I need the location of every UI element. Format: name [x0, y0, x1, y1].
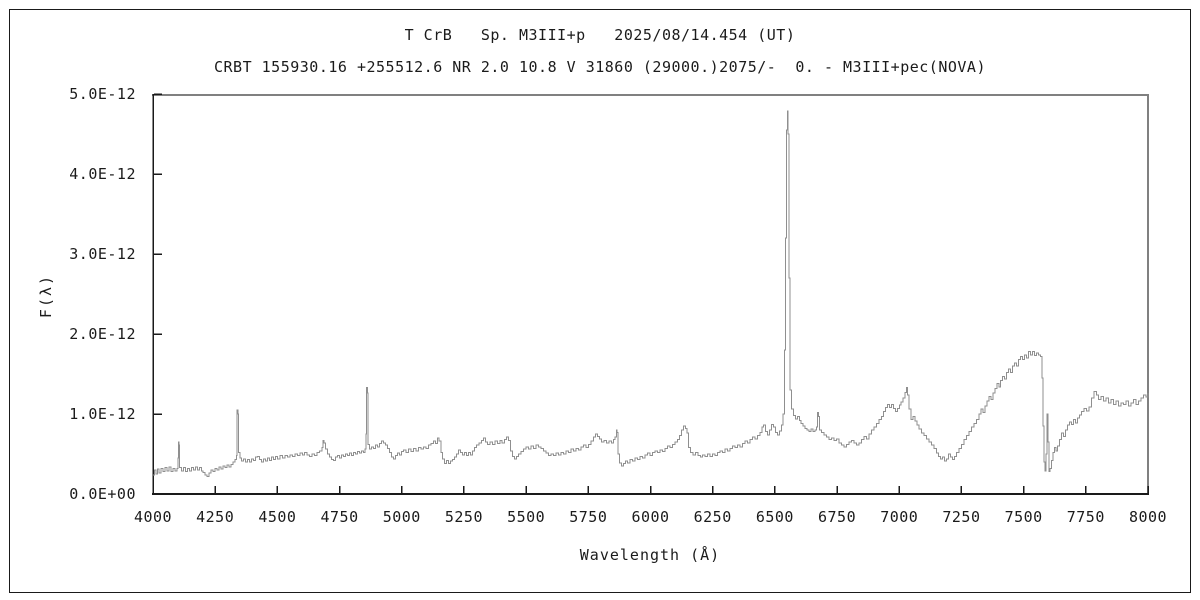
x-tick-label: 4500 — [258, 508, 297, 526]
y-tick-label: 0.0E+00 — [69, 485, 136, 503]
x-tick-label: 7250 — [942, 508, 981, 526]
x-tick-label: 6250 — [693, 508, 732, 526]
x-tick-label: 4250 — [196, 508, 235, 526]
y-tick-label: 3.0E-12 — [69, 245, 136, 263]
y-tick-label: 1.0E-12 — [69, 405, 136, 423]
x-tick-label: 7000 — [880, 508, 919, 526]
x-tick-label: 8000 — [1128, 508, 1168, 526]
x-tick-label: 5250 — [444, 508, 483, 526]
spectrum-line — [153, 110, 1149, 477]
x-tick-label: 5500 — [507, 508, 546, 526]
chart-subtitle: CRBT 155930.16 +255512.6 NR 2.0 10.8 V 3… — [214, 58, 986, 76]
x-tick-label: 4000 — [133, 508, 173, 526]
y-tick-label: 5.0E-12 — [69, 85, 136, 103]
x-tick-label: 7750 — [1066, 508, 1105, 526]
x-tick-label: 6000 — [631, 508, 670, 526]
x-tick-label: 5750 — [569, 508, 608, 526]
y-tick-label: 2.0E-12 — [69, 325, 136, 343]
chart-title: T CrB Sp. M3III+p 2025/08/14.454 (UT) — [404, 26, 796, 44]
y-axis-title: F(λ) — [37, 273, 55, 319]
x-tick-label: 5000 — [382, 508, 421, 526]
x-tick-label: 6750 — [818, 508, 857, 526]
x-axis-title: Wavelength (Å) — [579, 546, 721, 564]
y-tick-label: 4.0E-12 — [69, 165, 136, 183]
x-tick-label: 4750 — [320, 508, 359, 526]
x-tick-label: 7500 — [1004, 508, 1043, 526]
x-tick-label: 6500 — [755, 508, 794, 526]
